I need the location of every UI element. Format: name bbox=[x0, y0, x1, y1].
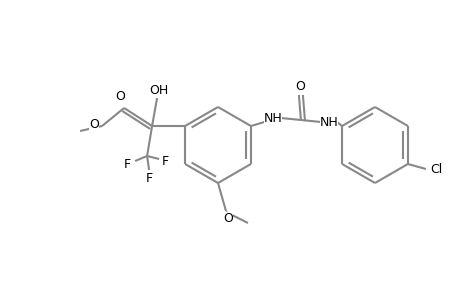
Text: O: O bbox=[294, 80, 304, 92]
Text: NH: NH bbox=[319, 116, 337, 128]
Text: F: F bbox=[161, 154, 168, 167]
Text: NH: NH bbox=[263, 112, 282, 124]
Text: O: O bbox=[223, 212, 232, 224]
Text: OH: OH bbox=[149, 83, 168, 97]
Text: F: F bbox=[145, 172, 152, 184]
Text: O: O bbox=[89, 118, 99, 130]
Text: F: F bbox=[123, 158, 130, 170]
Text: O: O bbox=[115, 89, 125, 103]
Text: Cl: Cl bbox=[429, 163, 441, 176]
